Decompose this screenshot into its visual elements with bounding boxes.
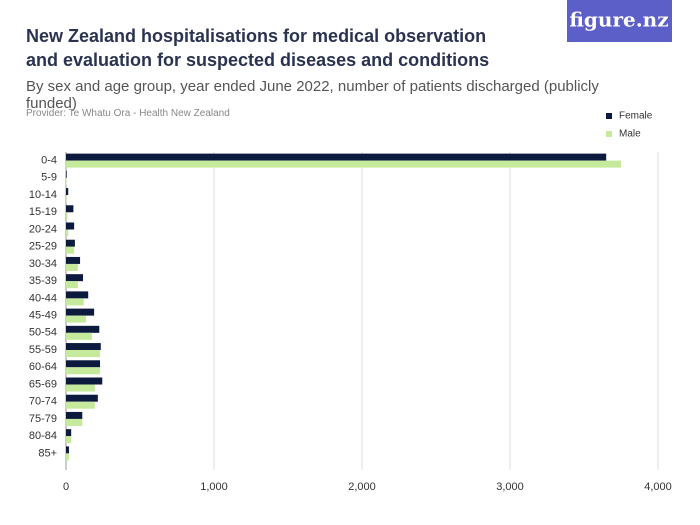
y-tick-label: 35-39 (29, 275, 57, 287)
y-tick-label: 80-84 (29, 430, 57, 442)
bar (66, 446, 69, 454)
bar (66, 418, 83, 426)
bar (66, 384, 95, 392)
y-tick-label: 15-19 (29, 206, 57, 218)
legend-swatch (606, 113, 612, 119)
bar (66, 453, 69, 461)
provider: Provider: Te Whatu Ora - Health New Zeal… (26, 108, 230, 119)
x-tick-label: 1,000 (200, 481, 228, 493)
y-tick-label: 45-49 (29, 310, 57, 322)
bar (66, 291, 89, 299)
bar (66, 315, 86, 323)
bar (66, 170, 67, 178)
bar (66, 401, 95, 409)
bar (66, 229, 69, 237)
y-tick-label: 40-44 (29, 292, 57, 304)
y-tick-label: 65-69 (29, 378, 57, 390)
bar (66, 343, 101, 351)
y-tick-label: 75-79 (29, 413, 57, 425)
bar (66, 246, 75, 254)
bar (66, 367, 101, 375)
y-tick-label: 25-29 (29, 241, 57, 253)
y-tick-label: 60-64 (29, 361, 57, 373)
x-tick-label: 2,000 (348, 481, 376, 493)
y-tick-label: 20-24 (29, 223, 57, 235)
bar (66, 212, 68, 220)
bar (66, 160, 621, 168)
bar (66, 360, 101, 368)
legend-label: Male (619, 129, 641, 140)
bar (66, 263, 78, 271)
bar (66, 274, 84, 282)
legend-swatch (606, 131, 612, 137)
chart-subtitle: By sex and age group, year ended June 20… (26, 78, 599, 112)
bar (66, 256, 81, 264)
bar (66, 377, 103, 385)
y-tick-label: 70-74 (29, 396, 57, 408)
logo-box (567, 0, 672, 42)
bar (66, 332, 92, 340)
bar (66, 436, 72, 444)
chart-title: New Zealand hospitalisations for medical… (26, 26, 490, 70)
bar (66, 325, 100, 333)
bar (66, 411, 83, 419)
logo: figure.nz (569, 8, 668, 32)
y-tick-label: 30-34 (29, 258, 57, 270)
x-tick-label: 0 (63, 481, 69, 493)
y-tick-label: 0-4 (41, 155, 57, 167)
y-tick-label: 10-14 (29, 189, 57, 201)
y-tick-label: 85+ (38, 447, 57, 459)
bar (66, 281, 78, 289)
bar (66, 188, 69, 196)
bar (66, 429, 72, 437)
y-tick-label: 5-9 (41, 172, 57, 184)
legend-label: Female (619, 111, 653, 122)
bar (66, 298, 84, 306)
bar (66, 308, 95, 316)
bar (66, 222, 75, 230)
bar (66, 153, 607, 161)
x-tick-label: 4,000 (644, 481, 672, 493)
bar (66, 394, 98, 402)
bar (66, 239, 75, 247)
bar (66, 350, 101, 358)
x-tick-label: 3,000 (496, 481, 524, 493)
y-tick-label: 55-59 (29, 344, 57, 356)
bar (66, 205, 74, 213)
y-tick-label: 50-54 (29, 327, 57, 339)
